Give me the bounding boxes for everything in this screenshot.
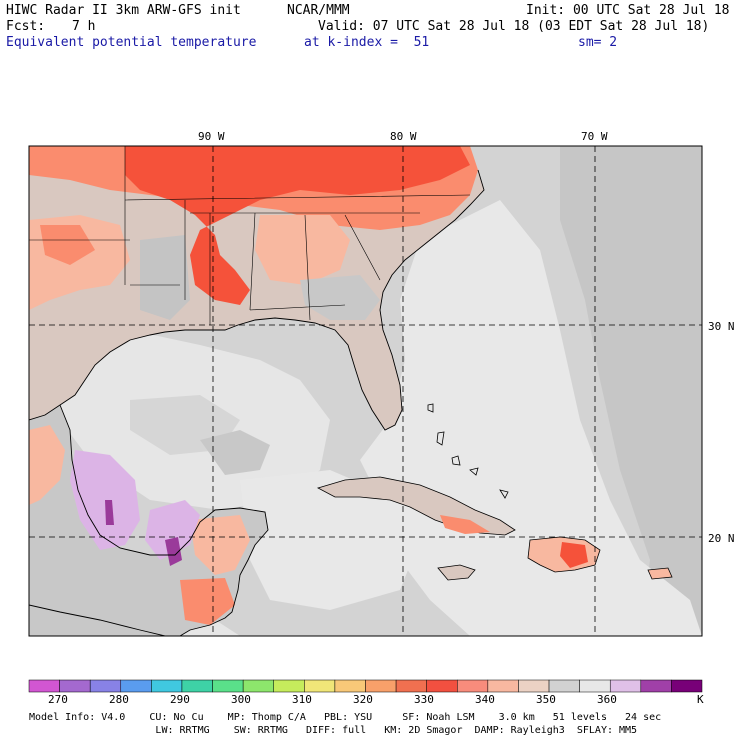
forecast-hours: 7 h — [72, 19, 96, 34]
purple-spot — [165, 537, 182, 566]
colorbar-segment — [609, 679, 642, 693]
colorbar-unit: K — [697, 693, 704, 706]
init-time: Init: 00 UTC Sat 28 Jul 18 — [526, 3, 730, 18]
colorbar-segment — [28, 679, 60, 693]
level-label: at k-index = 51 — [304, 35, 430, 50]
valid-time: Valid: 07 UTC Sat 28 Jul 18 (03 EDT Sat … — [318, 19, 710, 34]
colorbar-tick-label: 290 — [170, 693, 190, 706]
pacific-coastline — [29, 604, 166, 636]
lat-lon-grid — [29, 146, 702, 636]
forecast-label: Fcst: — [6, 19, 46, 34]
colorbar-segment — [640, 679, 672, 693]
purple-spot-small — [105, 500, 114, 525]
model-info-line2: LW: RRTMG SW: RRTMG DIFF: full KM: 2D Sm… — [29, 725, 638, 736]
colorbar-segment — [59, 679, 91, 693]
field-name: Equivalent potential temperature — [6, 35, 257, 50]
mexico-landmass — [29, 405, 268, 636]
mexico-coastline — [59, 404, 269, 636]
colorbar-segment — [242, 679, 274, 693]
bahamas-islands — [427, 403, 509, 499]
lon-label-80w: 80 W — [390, 130, 417, 143]
colorbar-segment — [89, 679, 122, 693]
colorbar-tick-label: 360 — [597, 693, 617, 706]
colorbar-tick-label: 300 — [231, 693, 251, 706]
colorbar-segment — [426, 679, 458, 693]
map-frame — [28, 145, 703, 637]
smoothing-label: sm= 2 — [578, 35, 618, 50]
colorbar-tick-label: 270 — [48, 693, 68, 706]
red-warm-band — [125, 146, 470, 305]
jamaica-island — [437, 564, 476, 581]
colorbar-tick-label: 280 — [109, 693, 129, 706]
caribbean-light-region — [240, 470, 420, 610]
atlantic-darker-region — [560, 146, 702, 636]
colorbar-segment — [487, 679, 519, 693]
lat-label-20n: 20 N — [708, 532, 735, 545]
puerto-rico-island — [647, 567, 673, 580]
colorbar-segment — [304, 679, 336, 693]
colorbar-tick-label: 340 — [475, 693, 495, 706]
colorbar — [28, 679, 703, 693]
georgia-gray-patch — [300, 275, 380, 320]
colorbar-segment — [365, 679, 397, 693]
lon-label-70w: 70 W — [581, 130, 608, 143]
us-coastline — [29, 169, 485, 431]
colorbar-tick-label: 320 — [353, 693, 373, 706]
colorbar-segment — [579, 679, 611, 693]
state-borders — [29, 146, 471, 325]
colorbar-segment — [395, 679, 427, 693]
colorbar-tick-label: 350 — [536, 693, 556, 706]
colorbar-segment — [273, 679, 305, 693]
colorbar-segment — [120, 679, 152, 693]
colorbar-segment — [457, 679, 489, 693]
central-america-salmon — [180, 578, 235, 625]
yucatan-salmon — [190, 515, 250, 575]
gulf-dark-patch — [200, 430, 270, 475]
lavender-region-gulf — [145, 500, 200, 560]
colorbar-segment — [334, 679, 366, 693]
lon-label-90w: 90 W — [198, 130, 225, 143]
colorbar-segment — [671, 679, 703, 693]
colorbar-segment — [548, 679, 580, 693]
louisiana-gray-patch — [140, 235, 190, 320]
cuba-salmon-patch — [440, 515, 490, 534]
map-field — [29, 146, 702, 636]
organization-label: NCAR/MMM — [287, 3, 350, 18]
model-info-line1: Model Info: V4.0 CU: No Cu MP: Thomp C/A… — [29, 712, 662, 723]
southeast-light-salmon — [255, 215, 350, 285]
colorbar-segment — [151, 679, 183, 693]
colorbar-segment — [181, 679, 213, 693]
mexico-salmon-west — [29, 425, 65, 505]
colorbar-tick-label: 330 — [414, 693, 434, 706]
texas-salmon-patch — [40, 225, 95, 265]
colorbar-segment — [518, 679, 550, 693]
model-title: HIWC Radar II 3km ARW-GFS init — [6, 3, 241, 18]
hispaniola-red-patch — [560, 542, 588, 568]
lat-label-30n: 30 N — [708, 320, 735, 333]
colorbar-segment — [212, 679, 244, 693]
colorbar-tick-label: 310 — [292, 693, 312, 706]
